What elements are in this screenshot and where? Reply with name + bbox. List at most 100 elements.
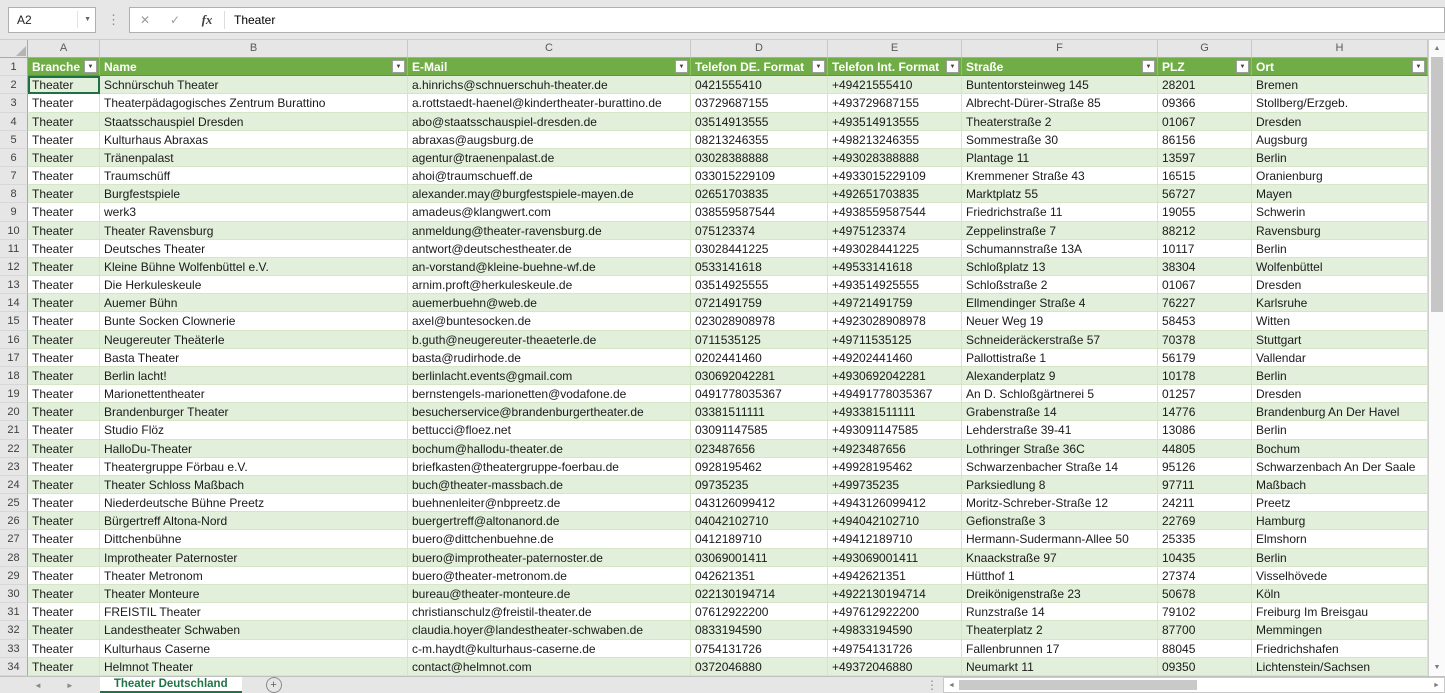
cell-H4[interactable]: Dresden xyxy=(1252,112,1428,131)
cell-B10[interactable]: Theater Ravensburg xyxy=(100,221,408,240)
row-header-30[interactable]: 30 xyxy=(0,584,28,604)
cell-A31[interactable]: Theater xyxy=(28,603,100,622)
cell-E32[interactable]: +49833194590 xyxy=(828,621,962,640)
cell-A34[interactable]: Theater xyxy=(28,657,100,676)
cell-D15[interactable]: 023028908978 xyxy=(691,312,828,331)
sheet-nav-right-icon[interactable]: ► xyxy=(65,680,74,690)
cell-C6[interactable]: agentur@traenenpalast.de xyxy=(408,148,691,168)
cell-F29[interactable]: Hütthof 1 xyxy=(962,566,1158,585)
cell-G34[interactable]: 09350 xyxy=(1158,657,1252,676)
cell-F9[interactable]: Friedrichstraße 11 xyxy=(962,203,1158,222)
cell-A7[interactable]: Theater xyxy=(28,167,100,186)
cell-G19[interactable]: 01257 xyxy=(1158,385,1252,404)
cell-F24[interactable]: Parksiedlung 8 xyxy=(962,475,1158,495)
cell-C4[interactable]: abo@staatsschauspiel-dresden.de xyxy=(408,112,691,131)
cell-D14[interactable]: 0721491759 xyxy=(691,294,828,313)
cell-G18[interactable]: 10178 xyxy=(1158,366,1252,386)
cell-H16[interactable]: Stuttgart xyxy=(1252,330,1428,349)
cell-H2[interactable]: Bremen xyxy=(1252,76,1428,95)
cell-H33[interactable]: Friedrichshafen xyxy=(1252,639,1428,658)
cell-C8[interactable]: alexander.may@burgfestspiele-mayen.de xyxy=(408,185,691,204)
cell-H15[interactable]: Witten xyxy=(1252,312,1428,331)
cell-E30[interactable]: +4922130194714 xyxy=(828,584,962,604)
cell-D33[interactable]: 0754131726 xyxy=(691,639,828,658)
cell-G9[interactable]: 19055 xyxy=(1158,203,1252,222)
row-header-22[interactable]: 22 xyxy=(0,439,28,458)
cell-B5[interactable]: Kulturhaus Abraxas xyxy=(100,130,408,149)
row-header-21[interactable]: 21 xyxy=(0,421,28,440)
cell-C28[interactable]: buero@improtheater-paternoster.de xyxy=(408,548,691,567)
cell-B22[interactable]: HalloDu-Theater xyxy=(100,439,408,458)
cell-F4[interactable]: Theaterstraße 2 xyxy=(962,112,1158,131)
cell-A11[interactable]: Theater xyxy=(28,239,100,258)
cell-G25[interactable]: 24211 xyxy=(1158,494,1252,513)
column-header-F[interactable]: F xyxy=(962,40,1158,58)
cell-B6[interactable]: Tränenpalast xyxy=(100,148,408,168)
cell-A26[interactable]: Theater xyxy=(28,512,100,531)
column-header-B[interactable]: B xyxy=(100,40,408,58)
vertical-scrollbar-track[interactable] xyxy=(1429,312,1445,659)
cell-B17[interactable]: Basta Theater xyxy=(100,348,408,367)
row-header-8[interactable]: 8 xyxy=(0,185,28,204)
scroll-left-icon[interactable]: ◄ xyxy=(948,681,955,689)
cell-H21[interactable]: Berlin xyxy=(1252,421,1428,440)
cell-C10[interactable]: anmeldung@theater-ravensburg.de xyxy=(408,221,691,240)
cell-F26[interactable]: Gefionstraße 3 xyxy=(962,512,1158,531)
row-header-26[interactable]: 26 xyxy=(0,512,28,531)
cell-D9[interactable]: 038559587544 xyxy=(691,203,828,222)
sheet-tab-theater-deutschland[interactable]: Theater Deutschland xyxy=(99,677,242,693)
cell-B21[interactable]: Studio Flöz xyxy=(100,421,408,440)
cell-H6[interactable]: Berlin xyxy=(1252,148,1428,168)
cell-F34[interactable]: Neumarkt 11 xyxy=(962,657,1158,676)
cell-E16[interactable]: +49711535125 xyxy=(828,330,962,349)
cell-E19[interactable]: +49491778035367 xyxy=(828,385,962,404)
cell-D4[interactable]: 03514913555 xyxy=(691,112,828,131)
cell-H22[interactable]: Bochum xyxy=(1252,439,1428,458)
horizontal-scrollbar[interactable]: ◄ ► xyxy=(943,677,1445,693)
cell-D22[interactable]: 023487656 xyxy=(691,439,828,458)
cell-E14[interactable]: +49721491759 xyxy=(828,294,962,313)
filter-dropdown-icon[interactable]: ▼ xyxy=(84,60,97,73)
cell-B14[interactable]: Auemer Bühn xyxy=(100,294,408,313)
cell-D19[interactable]: 0491778035367 xyxy=(691,385,828,404)
cell-B32[interactable]: Landestheater Schwaben xyxy=(100,621,408,640)
row-header-33[interactable]: 33 xyxy=(0,639,28,658)
cell-D7[interactable]: 033015229109 xyxy=(691,167,828,186)
cell-E34[interactable]: +49372046880 xyxy=(828,657,962,676)
cell-F10[interactable]: Zeppelinstraße 7 xyxy=(962,221,1158,240)
enter-icon[interactable]: ✓ xyxy=(169,12,181,27)
scroll-down-icon[interactable]: ▼ xyxy=(1433,664,1441,671)
row-header-3[interactable]: 3 xyxy=(0,94,28,113)
cell-F7[interactable]: Kremmener Straße 43 xyxy=(962,167,1158,186)
filter-dropdown-icon[interactable]: ▼ xyxy=(675,60,688,73)
cell-A27[interactable]: Theater xyxy=(28,530,100,549)
row-header-24[interactable]: 24 xyxy=(0,475,28,495)
cell-E20[interactable]: +493381511111 xyxy=(828,403,962,422)
row-header-7[interactable]: 7 xyxy=(0,167,28,186)
cell-A30[interactable]: Theater xyxy=(28,584,100,604)
cell-E22[interactable]: +4923487656 xyxy=(828,439,962,458)
cell-A15[interactable]: Theater xyxy=(28,312,100,331)
cell-H13[interactable]: Dresden xyxy=(1252,276,1428,295)
cancel-icon[interactable]: ✕ xyxy=(139,12,151,27)
row-header-11[interactable]: 11 xyxy=(0,239,28,258)
cell-E18[interactable]: +4930692042281 xyxy=(828,366,962,386)
cell-D6[interactable]: 03028388888 xyxy=(691,148,828,168)
cell-B33[interactable]: Kulturhaus Caserne xyxy=(100,639,408,658)
cell-D3[interactable]: 03729687155 xyxy=(691,94,828,113)
cell-D23[interactable]: 0928195462 xyxy=(691,457,828,476)
cell-C17[interactable]: basta@rudirhode.de xyxy=(408,348,691,367)
cell-C9[interactable]: amadeus@klangwert.com xyxy=(408,203,691,222)
cell-D13[interactable]: 03514925555 xyxy=(691,276,828,295)
cell-F21[interactable]: Lehderstraße 39-41 xyxy=(962,421,1158,440)
cell-B28[interactable]: Improtheater Paternoster xyxy=(100,548,408,567)
cell-A4[interactable]: Theater xyxy=(28,112,100,131)
cell-B7[interactable]: Traumschüff xyxy=(100,167,408,186)
scroll-up-icon[interactable]: ▲ xyxy=(1433,45,1441,52)
cell-G26[interactable]: 22769 xyxy=(1158,512,1252,531)
column-header-D[interactable]: D xyxy=(691,40,828,58)
cell-A8[interactable]: Theater xyxy=(28,185,100,204)
cell-C33[interactable]: c-m.haydt@kulturhaus-caserne.de xyxy=(408,639,691,658)
cell-C5[interactable]: abraxas@augsburg.de xyxy=(408,130,691,149)
cell-A22[interactable]: Theater xyxy=(28,439,100,458)
